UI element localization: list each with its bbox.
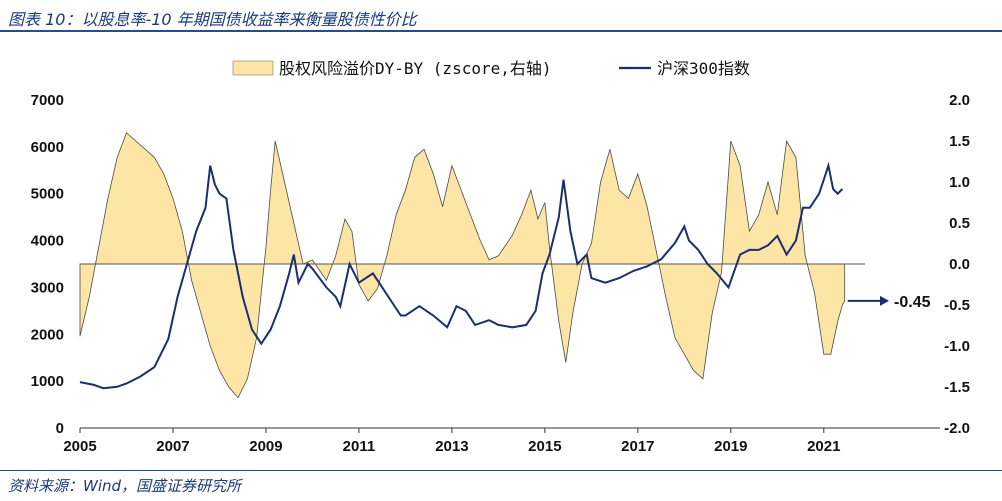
figure-title: 图表 10：以股息率-10 年期国债收益率来衡量股债性价比 bbox=[8, 10, 417, 29]
y-left-tick-label: 4000 bbox=[31, 233, 64, 250]
top-rule bbox=[0, 30, 1002, 32]
y-right-tick-label: -1.5 bbox=[944, 379, 970, 396]
y-right-tick-label: 0.5 bbox=[949, 215, 970, 232]
y-left-tick-label: 0 bbox=[56, 420, 64, 437]
y-left-tick-label: 2000 bbox=[31, 326, 64, 343]
y-right-tick-label: 1.0 bbox=[949, 174, 970, 191]
legend-label-risk-premium: 股权风险溢价DY-BY (zscore,右轴) bbox=[279, 59, 552, 78]
bottom-rule bbox=[0, 470, 1002, 471]
risk-premium-area bbox=[79, 132, 846, 399]
y-right-tick-label: 0.0 bbox=[949, 256, 970, 273]
chart: 股权风险溢价DY-BY (zscore,右轴) 沪深300指数 2005 2007 20… bbox=[31, 59, 970, 455]
y-right-tick-label: -1.0 bbox=[944, 338, 970, 355]
hs300-line bbox=[79, 161, 844, 390]
x-tick-label: 2019 bbox=[714, 438, 747, 455]
y-right-tick-label: 2.0 bbox=[949, 92, 970, 109]
y-left-tick-label: 3000 bbox=[31, 279, 64, 296]
y-right-tick-label: 1.5 bbox=[949, 133, 970, 150]
x-tick-label: 2021 bbox=[807, 438, 840, 455]
y-left-tick-label: 5000 bbox=[31, 186, 64, 203]
legend-label-hs300: 沪深300指数 bbox=[657, 59, 750, 78]
x-tick-label: 2005 bbox=[63, 438, 96, 455]
y-right-tick-label: -0.5 bbox=[944, 297, 970, 314]
source-note: 资料来源：Wind，国盛证券研究所 bbox=[8, 477, 242, 495]
y-left-tick-label: 1000 bbox=[31, 373, 64, 390]
y-right-tick-label: -2.0 bbox=[944, 420, 970, 437]
x-tick-label: 2013 bbox=[435, 438, 468, 455]
annotation-arrow-head bbox=[880, 295, 889, 306]
x-tick-label: 2017 bbox=[621, 438, 654, 455]
x-tick-label: 2009 bbox=[249, 438, 282, 455]
legend-swatch-risk-premium bbox=[232, 60, 274, 76]
annotation-label: -0.45 bbox=[894, 294, 931, 311]
y-left-tick-label: 7000 bbox=[31, 92, 64, 109]
x-tick-label: 2011 bbox=[343, 438, 376, 455]
x-tick-label: 2007 bbox=[156, 438, 189, 455]
x-tick-label: 2015 bbox=[528, 438, 561, 455]
y-left-tick-label: 6000 bbox=[31, 139, 64, 156]
